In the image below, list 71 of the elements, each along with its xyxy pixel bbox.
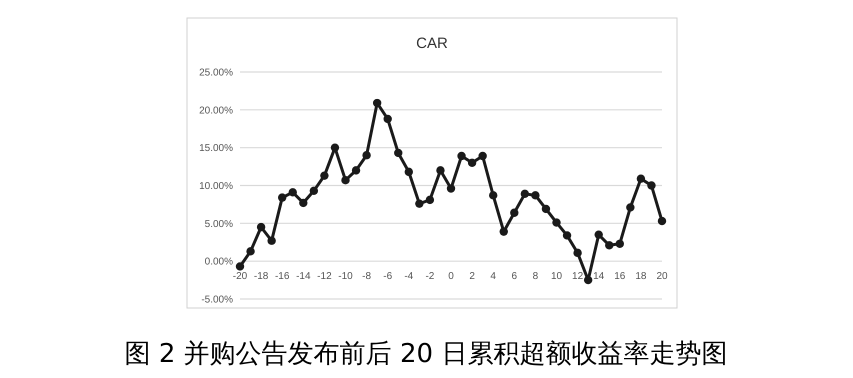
point [658, 216, 666, 226]
x-tick-label: -4 [404, 271, 414, 282]
point [489, 191, 498, 200]
x-tick-label: 14 [593, 271, 605, 282]
x-tick-label: 10 [550, 271, 562, 282]
x-tick-label: 16 [614, 271, 626, 282]
point [436, 166, 445, 175]
point [246, 247, 255, 256]
point [605, 241, 614, 250]
chart-title: CAR [416, 35, 448, 52]
point [457, 152, 466, 160]
y-tick-label: 15.00% [199, 143, 234, 154]
point [478, 152, 487, 160]
point [500, 227, 508, 236]
x-tick-label: -6 [383, 271, 393, 282]
point [520, 190, 530, 198]
point [330, 143, 340, 152]
point [236, 262, 244, 271]
point [267, 236, 276, 245]
y-tick-label: 25.00% [199, 68, 234, 78]
x-tick-label: -12 [317, 271, 332, 282]
point [352, 166, 360, 175]
x-tick-label: 2 [469, 271, 476, 282]
point [552, 218, 561, 227]
y-tick-label: -5.00% [201, 294, 234, 306]
point [341, 176, 350, 184]
point [415, 199, 424, 208]
x-tick-label: -16 [274, 271, 290, 282]
y-tick-label: 10.00% [199, 181, 234, 192]
caption: 图 2 并购公告发布前后 20 日累积超额收益率走势图 [124, 339, 728, 369]
x-tick-label: -2 [425, 271, 435, 282]
point [626, 203, 635, 212]
x-tick-label: -18 [254, 271, 269, 282]
point [616, 240, 624, 248]
point [562, 231, 572, 240]
y-tick-label: 0.00% [204, 256, 234, 268]
point [299, 198, 308, 208]
x-tick-label: 4 [490, 271, 496, 282]
point [446, 184, 456, 193]
x-tick-label: -20 [232, 271, 248, 282]
x-tick-label: 8 [532, 271, 539, 282]
point [531, 191, 540, 200]
point [510, 208, 518, 217]
point [404, 168, 413, 176]
y-tick-label: 5.00% [204, 218, 234, 230]
x-tick-label: -14 [296, 271, 311, 282]
x-tick-label: -8 [362, 271, 372, 282]
point [542, 204, 550, 214]
x-tick-label: -10 [338, 271, 354, 282]
point [278, 193, 286, 202]
point [594, 230, 603, 239]
x-tick-label: 18 [635, 271, 647, 282]
x-tick-label: 12 [572, 271, 584, 282]
x-tick-label: 0 [448, 271, 454, 282]
point [372, 98, 382, 108]
point [636, 174, 646, 183]
point [573, 248, 582, 258]
point [468, 158, 476, 167]
point [394, 148, 402, 158]
point [362, 151, 371, 160]
point [320, 171, 329, 180]
point [384, 114, 392, 124]
point [426, 196, 434, 204]
point [288, 188, 297, 197]
point [256, 222, 266, 232]
point [647, 181, 656, 190]
point [584, 276, 592, 284]
y-tick-label: 20.00% [199, 105, 234, 116]
x-tick-label: 6 [512, 271, 518, 282]
point [310, 186, 318, 195]
x-tick-label: 20 [656, 271, 668, 282]
